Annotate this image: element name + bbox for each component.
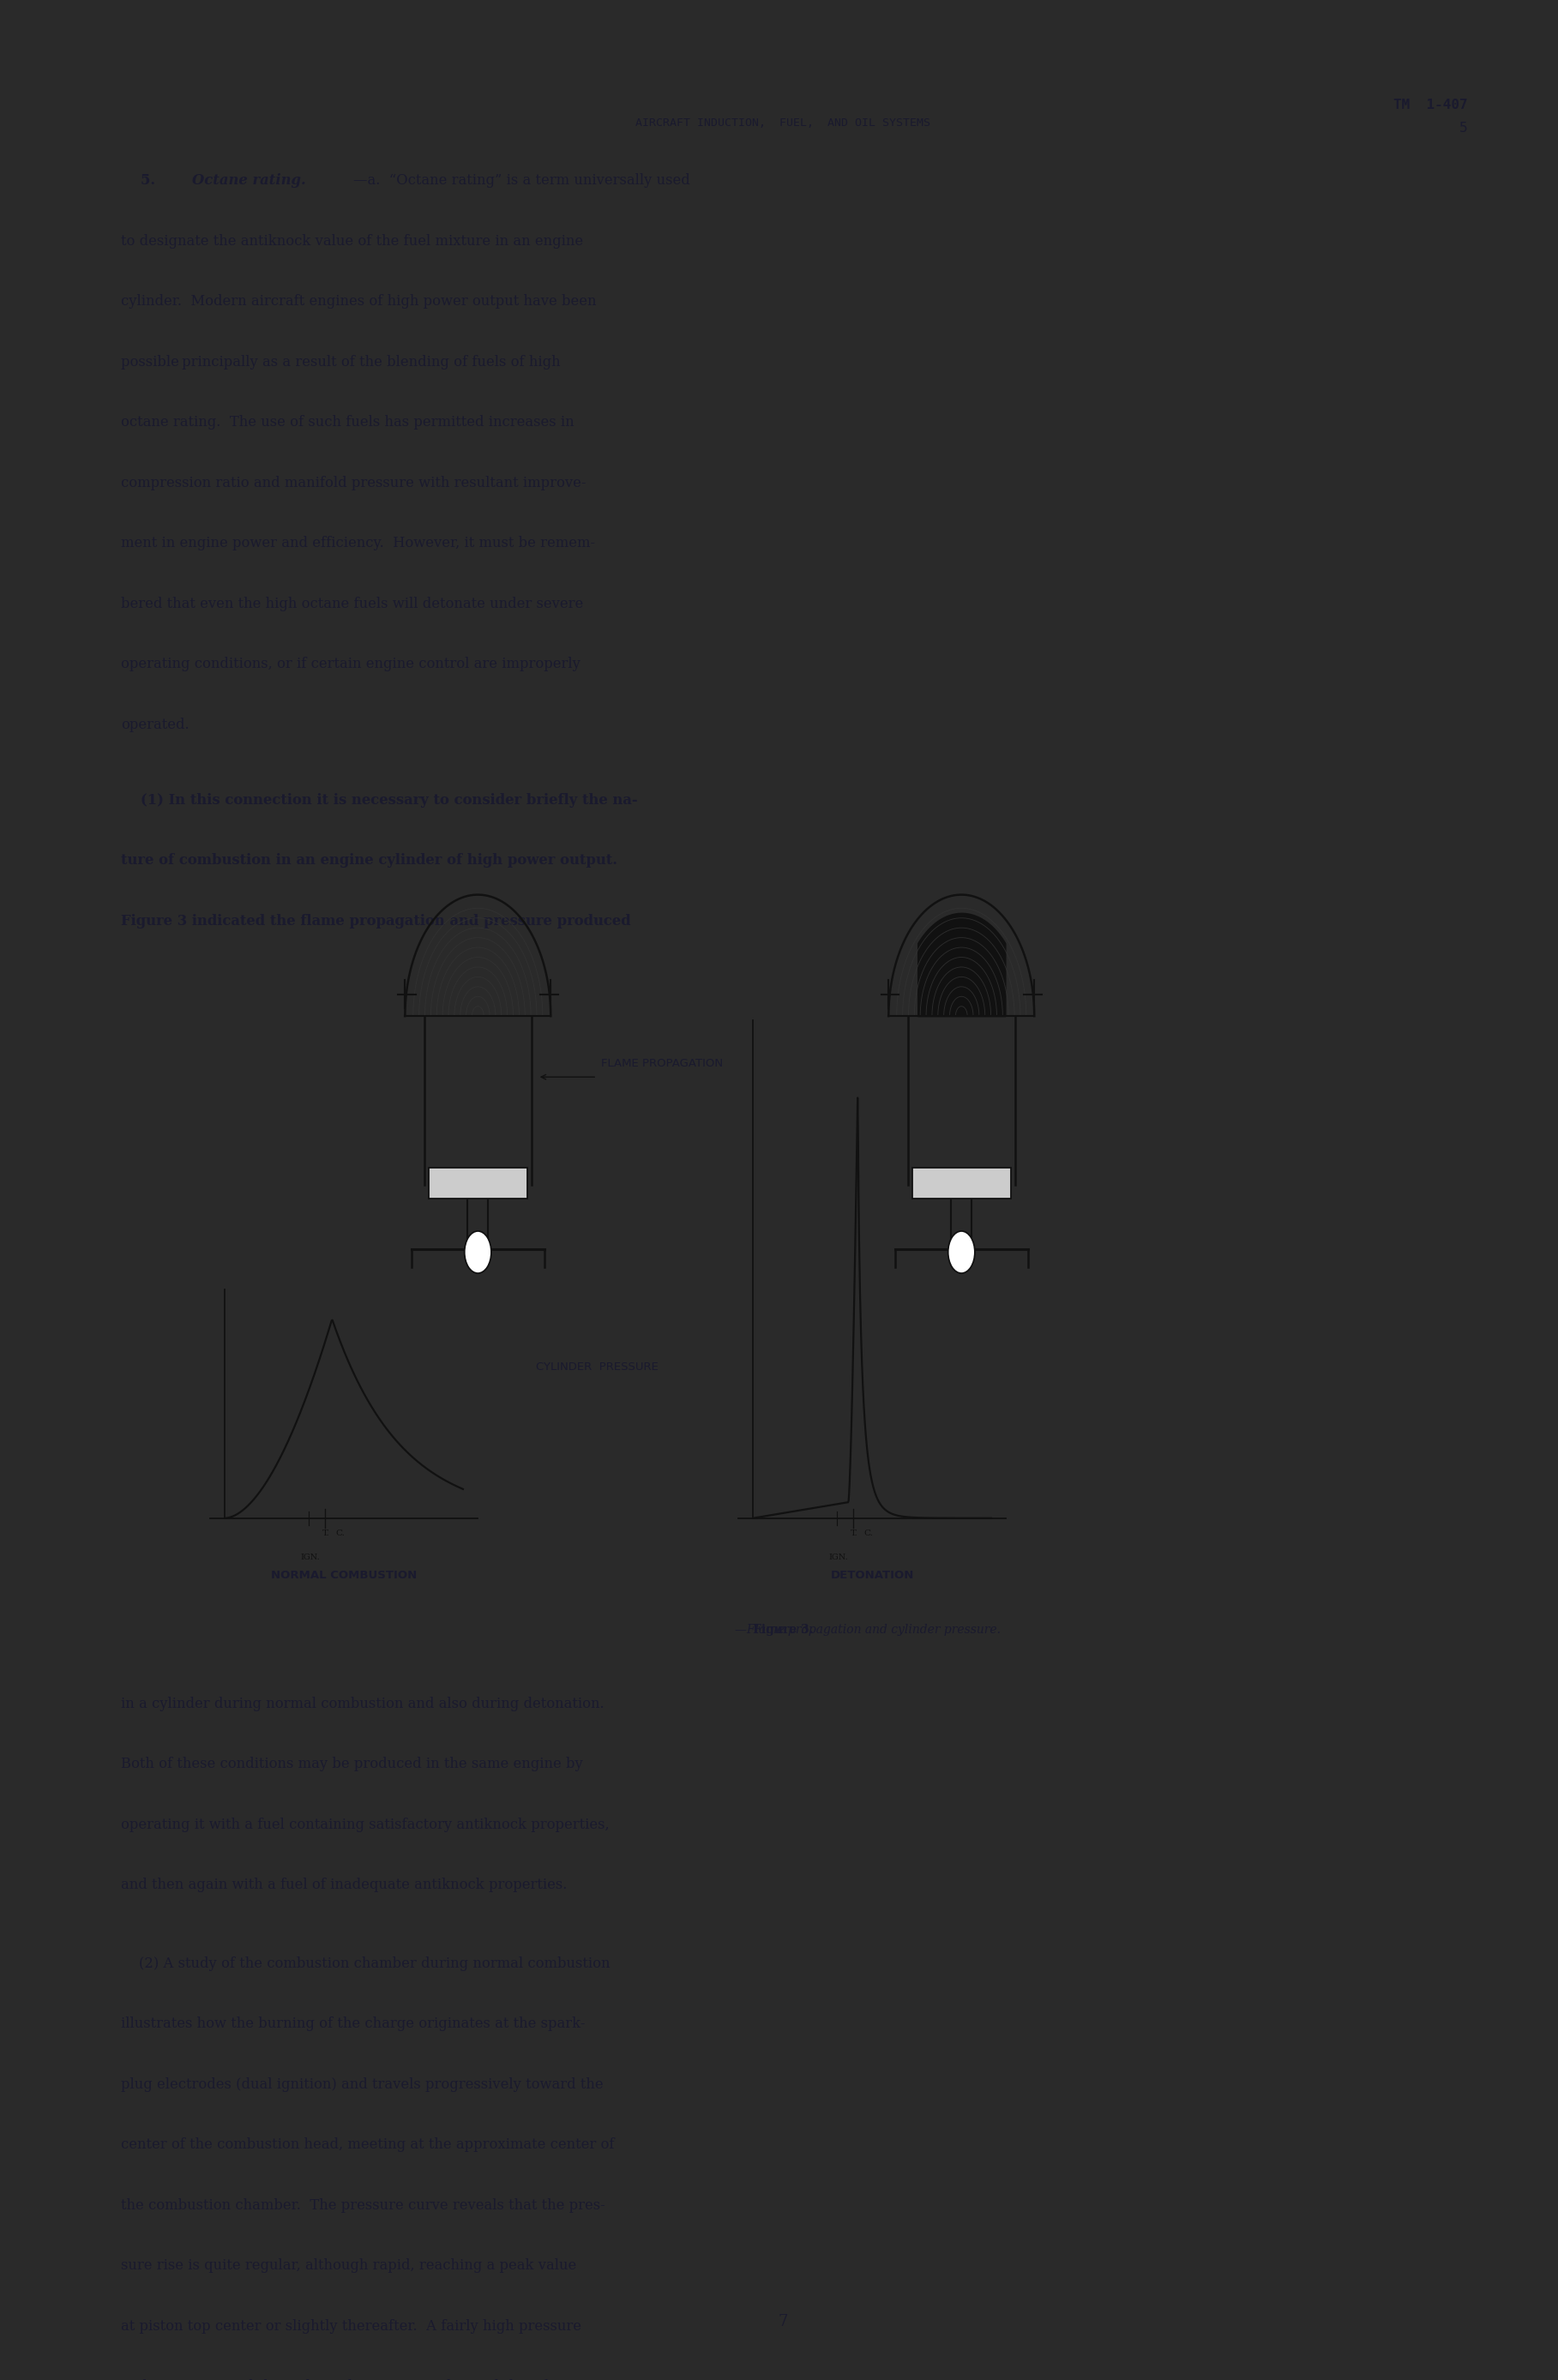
Circle shape bbox=[949, 1230, 975, 1273]
Text: T.: T. bbox=[851, 1530, 857, 1537]
Text: compression ratio and manifold pressure with resultant improve-: compression ratio and manifold pressure … bbox=[122, 476, 586, 490]
Bar bbox=[39, 0, 1527, 93]
Text: Both of these conditions may be produced in the same engine by: Both of these conditions may be produced… bbox=[122, 1756, 583, 1771]
Bar bbox=[913, 1169, 1011, 1197]
Text: illustrates how the burning of the charge originates at the spark-: illustrates how the burning of the charg… bbox=[122, 2016, 586, 2033]
Text: Figure 3.: Figure 3. bbox=[753, 1623, 813, 1635]
Text: IGN.: IGN. bbox=[829, 1554, 849, 1561]
Text: —a.  “Octane rating” is a term universally used: —a. “Octane rating” is a term universall… bbox=[354, 174, 690, 188]
Text: CYLINDER  PRESSURE: CYLINDER PRESSURE bbox=[536, 1361, 657, 1373]
Text: operating conditions, or if certain engine control are improperly: operating conditions, or if certain engi… bbox=[122, 657, 580, 671]
Text: ture of combustion in an engine cylinder of high power output.: ture of combustion in an engine cylinder… bbox=[122, 854, 617, 869]
Text: DETONATION: DETONATION bbox=[830, 1571, 915, 1580]
Text: C.: C. bbox=[335, 1530, 344, 1537]
Text: the combustion chamber.  The pressure curve reveals that the pres-: the combustion chamber. The pressure cur… bbox=[122, 2199, 605, 2213]
Text: TM  1-407: TM 1-407 bbox=[1393, 98, 1468, 112]
Circle shape bbox=[464, 1230, 491, 1273]
Text: (1) In this connection it is necessary to consider briefly the na-: (1) In this connection it is necessary t… bbox=[122, 793, 637, 807]
Text: to designate the antiknock value of the fuel mixture in an engine: to designate the antiknock value of the … bbox=[122, 233, 583, 248]
Bar bbox=[428, 1169, 527, 1197]
Text: C.: C. bbox=[863, 1530, 872, 1537]
Text: sure rise is quite regular, although rapid, reaching a peak value: sure rise is quite regular, although rap… bbox=[122, 2259, 576, 2273]
Text: 5.: 5. bbox=[122, 174, 165, 188]
Text: IGN.: IGN. bbox=[301, 1554, 321, 1561]
Text: bered that even the high octane fuels will detonate under severe: bered that even the high octane fuels wi… bbox=[122, 597, 583, 612]
Text: at piston top center or slightly thereafter.  A fairly high pressure: at piston top center or slightly thereaf… bbox=[122, 2318, 581, 2332]
Text: plug electrodes (dual ignition) and travels progressively toward the: plug electrodes (dual ignition) and trav… bbox=[122, 2078, 603, 2092]
Text: —Flame propagation and cylinder pressure.: —Flame propagation and cylinder pressure… bbox=[735, 1623, 1000, 1635]
Text: AIRCRAFT INDUCTION,  FUEL,  AND OIL SYSTEMS: AIRCRAFT INDUCTION, FUEL, AND OIL SYSTEM… bbox=[636, 117, 930, 129]
Text: center of the combustion head, meeting at the approximate center of: center of the combustion head, meeting a… bbox=[122, 2137, 614, 2152]
Text: ment in engine power and efficiency.  However, it must be remem-: ment in engine power and efficiency. How… bbox=[122, 536, 595, 550]
Text: operating it with a fuel containing satisfactory antiknock properties,: operating it with a fuel containing sati… bbox=[122, 1818, 609, 1833]
Text: FLAME PROPAGATION: FLAME PROPAGATION bbox=[601, 1059, 723, 1069]
Text: 7: 7 bbox=[777, 2313, 788, 2330]
Text: operated.: operated. bbox=[122, 716, 189, 733]
Text: Octane rating.: Octane rating. bbox=[192, 174, 305, 188]
Text: T.: T. bbox=[323, 1530, 329, 1537]
Text: cylinder.  Modern aircraft engines of high power output have been: cylinder. Modern aircraft engines of hig… bbox=[122, 295, 597, 309]
Text: possible principally as a result of the blending of fuels of high: possible principally as a result of the … bbox=[122, 355, 561, 369]
Text: 5: 5 bbox=[1460, 121, 1468, 136]
Text: in a cylinder during normal combustion and also during detonation.: in a cylinder during normal combustion a… bbox=[122, 1697, 605, 1711]
Text: and then again with a fuel of inadequate antiknock properties.: and then again with a fuel of inadequate… bbox=[122, 1878, 567, 1892]
Text: octane rating.  The use of such fuels has permitted increases in: octane rating. The use of such fuels has… bbox=[122, 414, 573, 431]
Text: (2) A study of the combustion chamber during normal combustion: (2) A study of the combustion chamber du… bbox=[122, 1956, 611, 1971]
Text: Figure 3 indicated the flame propagation and pressure produced: Figure 3 indicated the flame propagation… bbox=[122, 914, 631, 928]
Text: NORMAL COMBUSTION: NORMAL COMBUSTION bbox=[271, 1571, 418, 1580]
